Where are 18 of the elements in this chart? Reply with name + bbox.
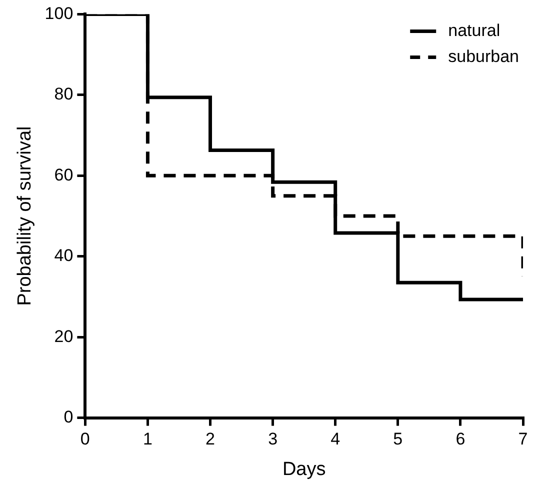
legend-label: suburban bbox=[448, 46, 519, 66]
x-tick-label: 7 bbox=[518, 430, 528, 449]
x-tick-label: 1 bbox=[142, 430, 152, 449]
x-tick-label: 4 bbox=[330, 430, 340, 449]
y-tick-label: 40 bbox=[54, 246, 74, 266]
y-tick-label: 100 bbox=[44, 4, 74, 23]
y-tick-label: 60 bbox=[54, 165, 74, 184]
x-tick-label: 6 bbox=[456, 430, 466, 449]
legend-label: natural bbox=[448, 20, 500, 40]
y-tick-label: 80 bbox=[54, 84, 74, 104]
y-tick-label: 0 bbox=[64, 407, 74, 426]
x-tick-label: 0 bbox=[80, 430, 90, 449]
x-tick-label: 2 bbox=[206, 430, 215, 449]
x-tick-label: 3 bbox=[268, 430, 278, 449]
y-tick-label: 20 bbox=[54, 326, 74, 346]
y-axis-title: Probability of survival bbox=[14, 126, 36, 306]
x-tick-label: 5 bbox=[393, 430, 403, 449]
x-axis-title: Days bbox=[282, 458, 326, 480]
